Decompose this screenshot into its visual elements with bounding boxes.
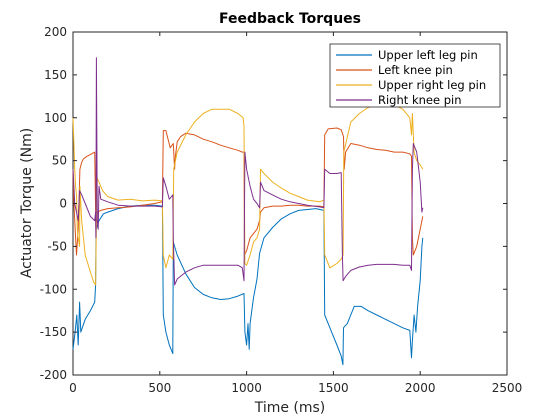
- y-tick-label-3: -50: [47, 239, 67, 253]
- y-tick-label-2: -100: [40, 282, 67, 296]
- chart-title: Feedback Torques: [219, 11, 361, 27]
- x-tick-label-1: 500: [148, 381, 171, 395]
- series-line-1: [72, 204, 424, 366]
- x-tick-label-3: 1500: [318, 381, 349, 395]
- x-tick-label-4: 2000: [405, 381, 436, 395]
- y-tick-label-0: -200: [40, 368, 67, 382]
- y-tick-label-1: -150: [40, 325, 67, 339]
- legend-label-1: Upper left leg pin: [378, 48, 478, 62]
- series-layer: [72, 57, 424, 366]
- legend-label-3: Upper right leg pin: [378, 78, 486, 92]
- y-tick-label-7: 150: [44, 68, 67, 82]
- tick-layer: 0 500 1000 1500 2000 2500 -200 -150 -100 -50 0 50 10…: [40, 25, 523, 395]
- series-line-4: [72, 57, 424, 286]
- y-axis-label: Actuator Torque (Nm): [19, 128, 35, 278]
- x-tick-label-5: 2500: [492, 381, 523, 395]
- legend-label-4: Right knee pin: [378, 93, 461, 107]
- y-tick-label-8: 200: [44, 25, 67, 39]
- y-tick-label-4: 0: [59, 197, 67, 211]
- series-line-3: [72, 101, 424, 286]
- x-axis-label: Time (ms): [254, 400, 326, 416]
- y-tick-label-5: 50: [52, 154, 67, 168]
- legend-label-2: Left knee pin: [378, 63, 453, 77]
- y-tick-label-6: 100: [44, 111, 67, 125]
- x-tick-label-0: 0: [69, 381, 77, 395]
- x-tick-label-2: 1000: [231, 381, 262, 395]
